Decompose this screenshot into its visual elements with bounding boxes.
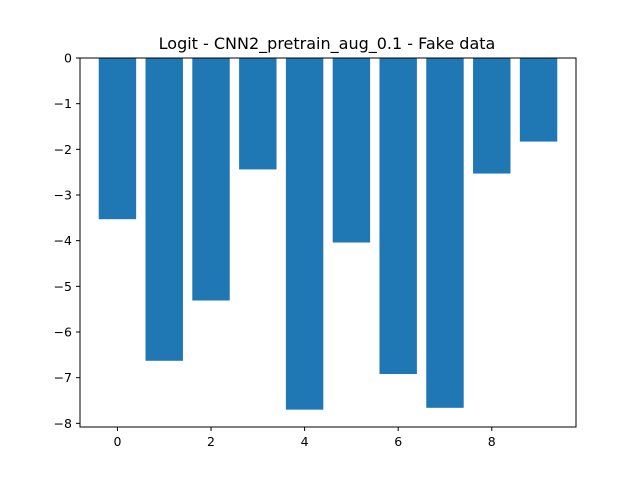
y-tick-label: −5: [54, 279, 72, 294]
x-tick-label: 0: [113, 434, 121, 449]
x-axis-ticks: 0 2 4 6 8: [113, 427, 496, 449]
y-tick-label: −4: [54, 233, 72, 248]
plot-frame: [79, 57, 577, 428]
bar-0: [98, 58, 137, 220]
chart-title: Logit - CNN2_pretrain_aug_0.1 - Fake dat…: [159, 34, 496, 54]
bar-3: [239, 58, 277, 170]
y-tick-label: −7: [54, 370, 72, 385]
bar-8: [473, 58, 511, 174]
bar-1: [145, 58, 183, 361]
bar-5: [332, 58, 371, 243]
bar-2: [192, 58, 230, 301]
x-tick-label: 4: [301, 434, 309, 449]
x-tick-label: 6: [394, 434, 402, 449]
y-tick-label: −2: [54, 142, 72, 157]
x-tick-label: 8: [488, 434, 496, 449]
bar-7: [426, 58, 464, 408]
x-tick-label: 2: [207, 434, 215, 449]
bars-group: [98, 58, 558, 410]
y-tick-label: −3: [54, 188, 72, 203]
y-tick-label: −1: [54, 96, 72, 111]
y-tick-label: 0: [64, 51, 72, 66]
y-tick-label: −8: [54, 416, 72, 431]
bar-9: [519, 58, 558, 142]
y-tick-label: −6: [54, 325, 72, 340]
bar-6: [379, 58, 417, 375]
y-axis-ticks: 0 −1 −2 −3 −4 −5 −6 −7 −8: [54, 51, 80, 431]
bar-4: [285, 58, 324, 410]
